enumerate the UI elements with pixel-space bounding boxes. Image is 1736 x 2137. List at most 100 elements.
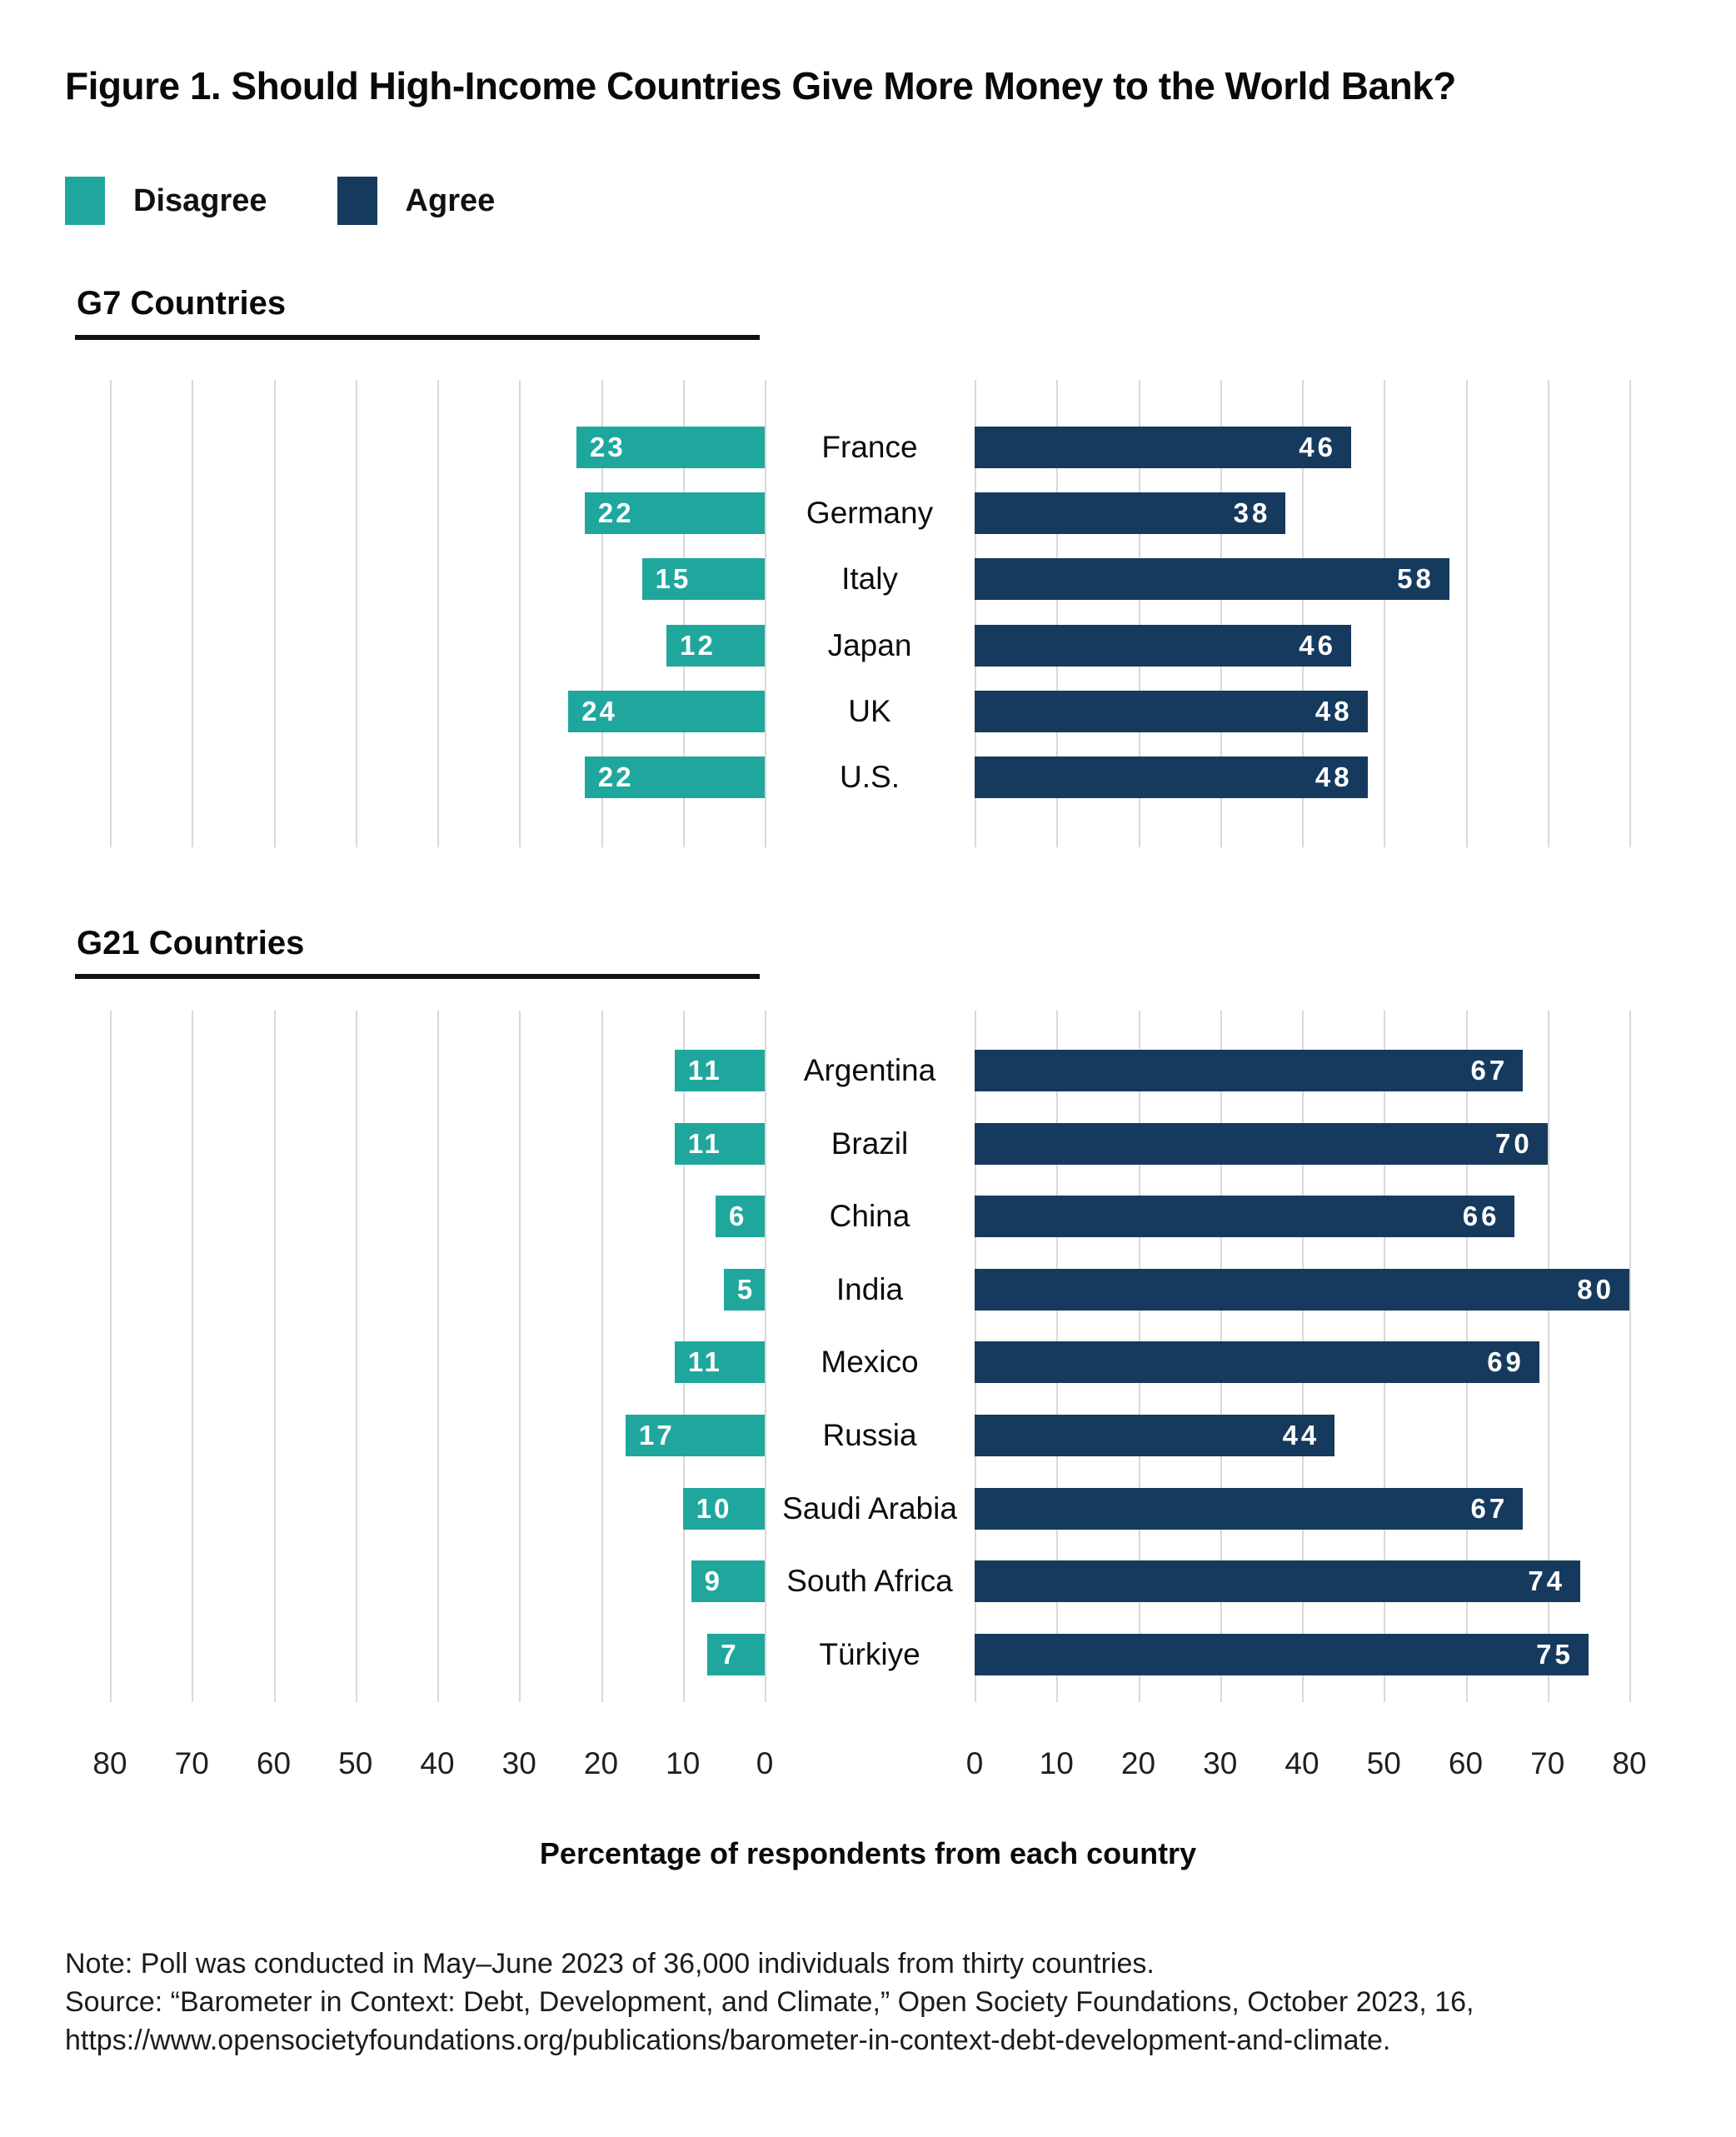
axis-tick-label: 20 (583, 1746, 619, 1780)
country-label: Argentina (803, 1053, 936, 1087)
bar-agree: 46 (975, 624, 1351, 667)
bar-agree: 48 (975, 756, 1368, 798)
bar-disagree: 24 (568, 690, 765, 732)
country-label: Mexico (821, 1345, 919, 1380)
bar-disagree: 6 (716, 1196, 765, 1238)
country-label: Italy (841, 562, 898, 597)
bar-disagree: 11 (674, 1122, 765, 1165)
grid-line (192, 380, 194, 847)
bar-value-label: 70 (1495, 1127, 1533, 1159)
x-axis-title: Percentage of respondents from each coun… (539, 1836, 1197, 1870)
grid-line (519, 380, 521, 847)
axis-tick-label: 60 (1448, 1746, 1484, 1780)
figure-title: Figure 1. Should High-Income Countries G… (65, 64, 1456, 107)
axis-tick-label: 80 (92, 1746, 127, 1780)
axis-tick-label: 50 (1366, 1746, 1401, 1780)
country-label: South Africa (786, 1564, 953, 1599)
panel-heading-rule-g7 (75, 335, 760, 340)
bar-value-label: 11 (687, 1055, 722, 1086)
axis-tick-label: 0 (756, 1746, 774, 1780)
bar-disagree: 23 (576, 427, 765, 468)
legend-item-agree: Agree (337, 177, 496, 225)
legend-label-agree: Agree (405, 182, 496, 218)
country-label: Türkiye (819, 1636, 920, 1671)
bar-disagree: 17 (625, 1415, 765, 1456)
country-label: Germany (806, 496, 934, 531)
bar-disagree: 15 (641, 558, 765, 601)
country-label: Russia (822, 1418, 917, 1452)
grid-line (437, 380, 439, 847)
bar-value-label: 46 (1299, 629, 1336, 661)
grid-line (1220, 380, 1222, 847)
bar-value-label: 9 (704, 1565, 722, 1597)
grid-line (682, 380, 685, 847)
bar-agree: 80 (975, 1268, 1629, 1311)
grid-line (273, 1011, 276, 1702)
bar-value-label: 80 (1577, 1273, 1614, 1305)
panel-heading-g7: G7 Countries (77, 285, 287, 322)
bar-value-label: 15 (655, 563, 691, 595)
country-label: U.S. (840, 760, 900, 794)
agree-swatch-icon (337, 177, 377, 225)
axis-tick-label: 10 (666, 1746, 701, 1780)
bar-value-label: 12 (680, 629, 716, 661)
axis-tick-label: 60 (256, 1746, 292, 1780)
grid-line (1547, 1011, 1549, 1702)
bar-value-label: 46 (1299, 432, 1336, 462)
bar-value-label: 6 (729, 1201, 747, 1232)
country-label: Brazil (831, 1126, 909, 1161)
grid-line (110, 380, 112, 847)
bar-value-label: 22 (597, 761, 634, 792)
bar-agree: 67 (975, 1487, 1524, 1530)
grid-line (1629, 380, 1631, 847)
grid-line (601, 1011, 603, 1702)
bar-disagree: 5 (723, 1268, 765, 1311)
bar-value-label: 58 (1397, 563, 1434, 595)
grid-line (519, 1011, 521, 1702)
bar-disagree: 10 (682, 1487, 765, 1530)
note-line: Note: Poll was conducted in May–June 202… (65, 1948, 1155, 1980)
bar-disagree: 7 (707, 1633, 765, 1675)
bar-value-label: 67 (1470, 1492, 1509, 1524)
bar-value-label: 74 (1528, 1565, 1566, 1597)
legend: Disagree Agree (65, 177, 495, 225)
source-line: Source: “Barometer in Context: Debt, Dev… (65, 1986, 1474, 2018)
bar-value-label: 11 (687, 1127, 722, 1159)
grid-line (765, 1011, 766, 1702)
bar-value-label: 24 (581, 695, 617, 726)
bar-disagree: 11 (674, 1050, 765, 1091)
grid-line (601, 380, 603, 847)
legend-item-disagree: Disagree (65, 177, 267, 225)
country-label: France (821, 430, 918, 464)
grid-line (110, 1011, 112, 1702)
bar-value-label: 10 (696, 1492, 732, 1524)
bar-value-label: 11 (687, 1346, 722, 1378)
axis-tick-label: 40 (1285, 1746, 1319, 1780)
bar-value-label: 22 (597, 497, 634, 529)
bar-agree: 58 (975, 558, 1449, 601)
axis-tick-label: 10 (1039, 1746, 1074, 1780)
country-label: China (829, 1199, 910, 1234)
axis-tick-label: 70 (174, 1746, 209, 1780)
bar-value-label: 69 (1487, 1346, 1524, 1378)
grid-line (765, 380, 766, 847)
bar-agree: 74 (975, 1560, 1581, 1603)
country-label: Japan (827, 627, 912, 662)
panel-heading-g21: G21 Countries (77, 925, 305, 961)
country-label: UK (848, 693, 891, 728)
bar-value-label: 67 (1470, 1055, 1509, 1086)
country-label: Saudi Arabia (782, 1490, 957, 1525)
grid-line (975, 380, 976, 847)
bar-agree: 48 (975, 690, 1368, 732)
bar-agree: 44 (975, 1415, 1335, 1456)
bar-value-label: 48 (1314, 761, 1353, 792)
axis-tick-label: 40 (420, 1746, 455, 1780)
axis-tick-label: 30 (1203, 1746, 1238, 1780)
bar-value-label: 38 (1233, 497, 1271, 529)
axis-tick-label: 70 (1530, 1746, 1565, 1780)
bar-value-label: 5 (736, 1273, 756, 1305)
bar-value-label: 17 (638, 1420, 675, 1450)
bar-agree: 70 (975, 1122, 1548, 1165)
source-url: https://www.opensocietyfoundations.org/p… (65, 2025, 1391, 2056)
